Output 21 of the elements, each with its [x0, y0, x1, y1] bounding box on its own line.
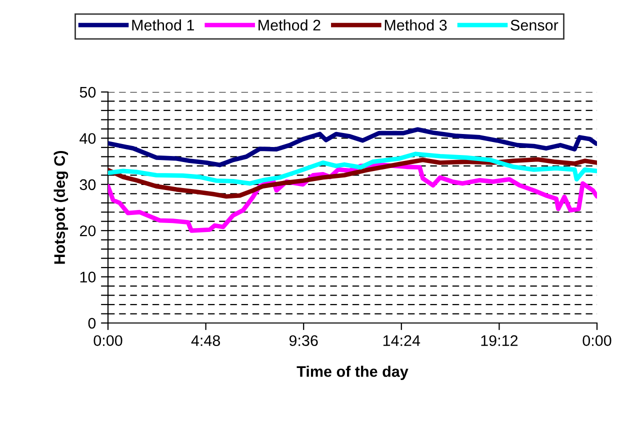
- legend-label: Method 2: [258, 19, 320, 31]
- y-tick-label: 30: [80, 179, 96, 190]
- x-tick-label: 14:24: [383, 335, 420, 346]
- y-tick-label: 40: [80, 133, 96, 144]
- line-series: [108, 157, 597, 199]
- x-axis-title: Time of the day: [296, 366, 408, 380]
- y-tick-label: 0: [88, 318, 96, 329]
- legend-label: Sensor: [510, 20, 558, 31]
- y-tick-label: 20: [80, 225, 96, 236]
- legend-label: Method 1: [132, 19, 194, 31]
- x-tick-label: 0:00: [582, 335, 612, 346]
- x-tick-label: 0:00: [94, 335, 122, 346]
- y-axis-title: Hotspot (deg C): [54, 150, 68, 264]
- y-tick-label: 50: [80, 86, 96, 98]
- x-tick-label: 9:36: [289, 335, 318, 346]
- x-tick-label: 19:12: [481, 335, 518, 346]
- x-tick-label: 4:48: [191, 335, 220, 346]
- legend-label: Method 3: [384, 19, 447, 31]
- y-tick-label: 10: [80, 272, 96, 282]
- line-series: [108, 127, 597, 168]
- line-series: [108, 152, 597, 186]
